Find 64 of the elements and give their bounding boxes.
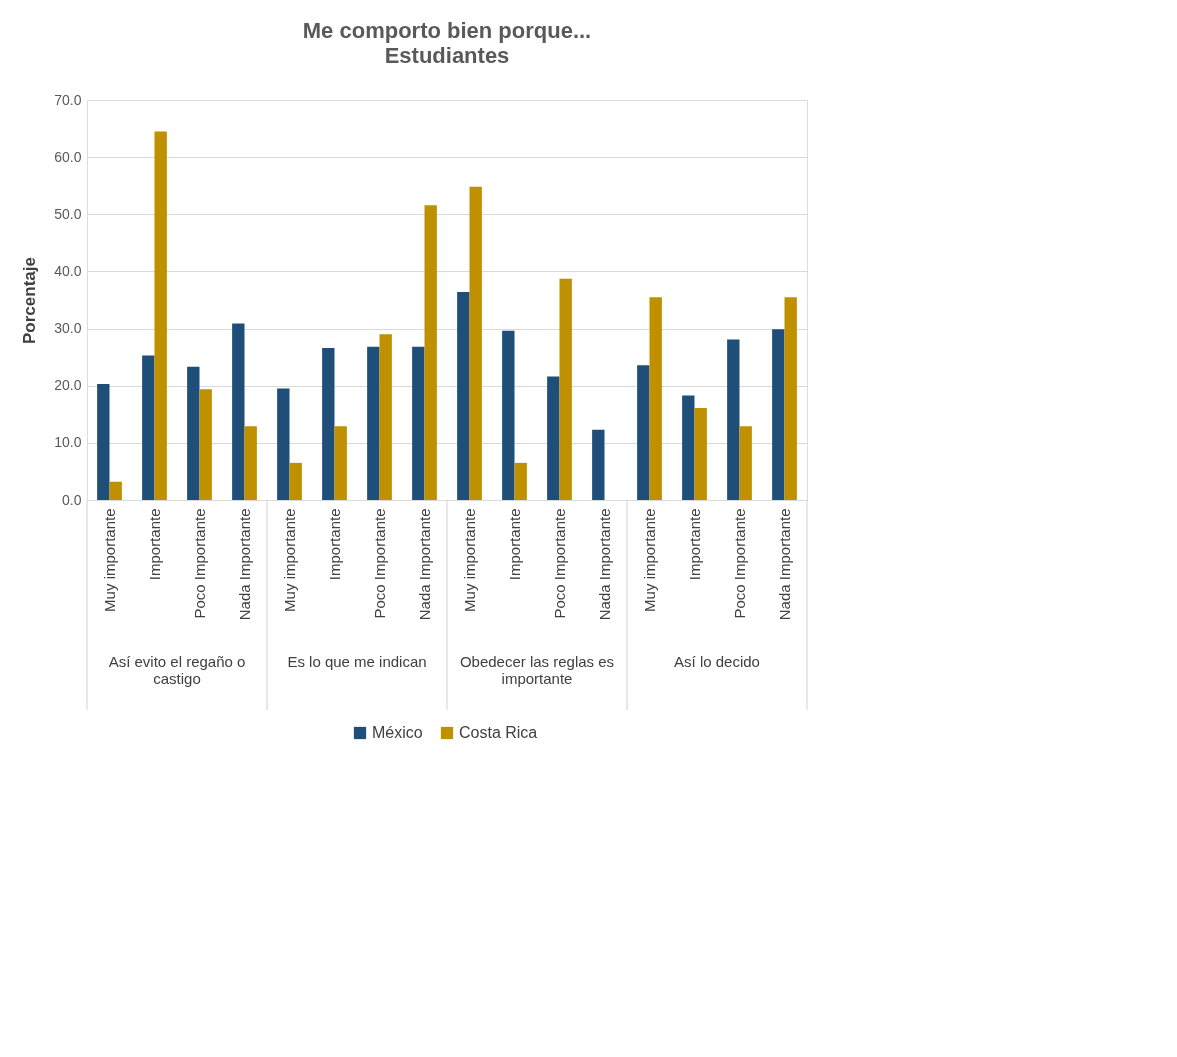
x-tick-label: Importante: [145, 508, 163, 581]
legend-label: Costa Rica: [459, 724, 538, 741]
chart-title: Me comporto bien porque...: [302, 18, 592, 43]
y-tick-label: 10.0: [54, 434, 82, 451]
bar: [232, 323, 245, 500]
x-tick-label: Importante: [505, 508, 523, 581]
bar: [514, 462, 527, 500]
bar: [694, 408, 707, 500]
y-axis-title: Porcentaje: [20, 257, 40, 344]
bar: [469, 186, 482, 500]
y-tick-label: 0.0: [62, 491, 82, 508]
bar: [784, 297, 797, 500]
bar: [592, 429, 605, 500]
bar: [772, 329, 785, 500]
text: Así evito el regaño o castigo: [108, 653, 246, 687]
x-tick-label: Nada Importante: [235, 508, 253, 621]
text: Es lo que me indican: [287, 653, 427, 670]
bar: [334, 426, 347, 500]
bar: [142, 355, 155, 500]
bar: [649, 297, 662, 500]
y-tick-label: 60.0: [54, 148, 82, 165]
bar: [424, 205, 437, 500]
x-tick-label: Poco Importante: [730, 508, 748, 619]
bar: [367, 346, 380, 500]
bar: [379, 334, 392, 500]
x-tick-label: Nada Importante: [415, 508, 433, 621]
bar: [277, 388, 290, 500]
x-tick-label: Importante: [685, 508, 703, 581]
y-tick-label: 50.0: [54, 205, 82, 222]
bar: [739, 426, 752, 500]
x-tick-label: Poco Importante: [370, 508, 388, 619]
bar: [502, 330, 515, 500]
bar: [559, 278, 572, 500]
bar: [682, 395, 695, 500]
y-tick-label: 30.0: [54, 320, 82, 337]
text: Obedecer las reglas es importante: [459, 653, 615, 687]
x-tick-label: Muy importante: [280, 508, 298, 612]
x-tick-label: Muy importante: [460, 508, 478, 612]
bar: [637, 365, 650, 500]
x-tick-label: Poco Importante: [550, 508, 568, 619]
chart-subtitle: Estudiantes: [384, 43, 510, 68]
text: Así lo decido: [674, 653, 760, 670]
x-tick-label: Muy importante: [640, 508, 658, 612]
y-tick-label: 20.0: [54, 377, 82, 394]
y-tick-label: 40.0: [54, 262, 82, 279]
x-tick-label: Nada Importante: [775, 508, 793, 621]
bar: [97, 384, 110, 500]
bar: [412, 346, 425, 500]
bar: [154, 131, 167, 500]
bar: [727, 339, 740, 500]
legend-label: México: [372, 724, 423, 741]
x-tick-label: Nada Importante: [595, 508, 613, 621]
bar: [244, 426, 257, 500]
x-tick-label: Importante: [325, 508, 343, 581]
x-tick-label: Poco Importante: [190, 508, 208, 619]
y-tick-label: 70.0: [54, 91, 82, 108]
bar: [547, 376, 560, 500]
x-tick-label: Muy importante: [100, 508, 118, 612]
bar: [457, 292, 470, 500]
bar: [187, 366, 200, 500]
bar: [199, 389, 212, 500]
bar: [109, 481, 122, 500]
bar: [322, 348, 335, 500]
bar: [289, 462, 302, 500]
